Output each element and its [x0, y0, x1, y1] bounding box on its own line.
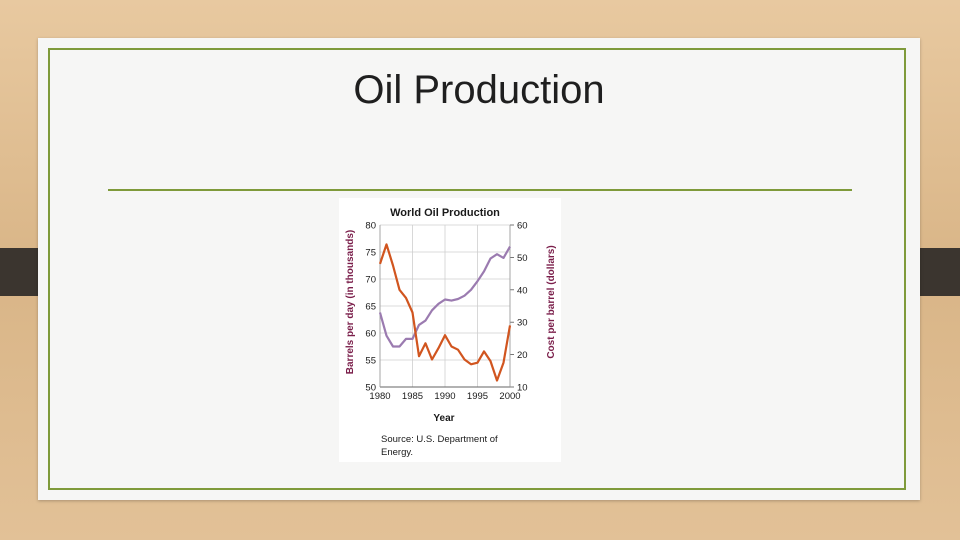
y-tick-label-right: 30 [517, 318, 528, 329]
y-tick-label-left: 50 [365, 383, 376, 394]
x-tick-label: 1995 [467, 391, 488, 402]
y-tick-label-left: 80 [365, 221, 376, 232]
x-tick-label: 1980 [369, 391, 390, 402]
chart-figure: World Oil Production Year Barrels per da… [339, 198, 561, 462]
title-divider [108, 189, 852, 191]
y-tick-label-right: 50 [517, 253, 528, 264]
y-tick-label-left: 75 [365, 248, 376, 259]
slide-frame [48, 48, 906, 490]
chart-title: World Oil Production [390, 207, 500, 219]
source-note: Source: U.S. Department of Energy. [381, 434, 500, 458]
y-tick-label-left: 55 [365, 356, 376, 367]
series-line-cost [378, 243, 512, 382]
y-tick-label-left: 60 [365, 329, 376, 340]
x-tick-label: 1990 [434, 391, 455, 402]
x-tick-label: 2000 [499, 391, 520, 402]
slide-title: Oil Production [353, 68, 605, 112]
y-tick-label-left: 70 [365, 275, 376, 286]
y-tick-label-right: 60 [517, 221, 528, 232]
y-tick-label-right: 40 [517, 285, 528, 296]
oil-production-chart: World Oil Production Year Barrels per da… [345, 207, 557, 458]
x-axis-label: Year [433, 413, 454, 424]
series-line-production [378, 246, 511, 348]
y-axis-label-right: Cost per barrel (dollars) [546, 245, 557, 358]
x-tick-label: 1985 [402, 391, 423, 402]
y-tick-label-left: 65 [365, 302, 376, 313]
y-axis-label-left: Barrels per day (in thousands) [345, 230, 356, 374]
y-tick-label-right: 10 [517, 383, 528, 394]
y-tick-label-right: 20 [517, 350, 528, 361]
